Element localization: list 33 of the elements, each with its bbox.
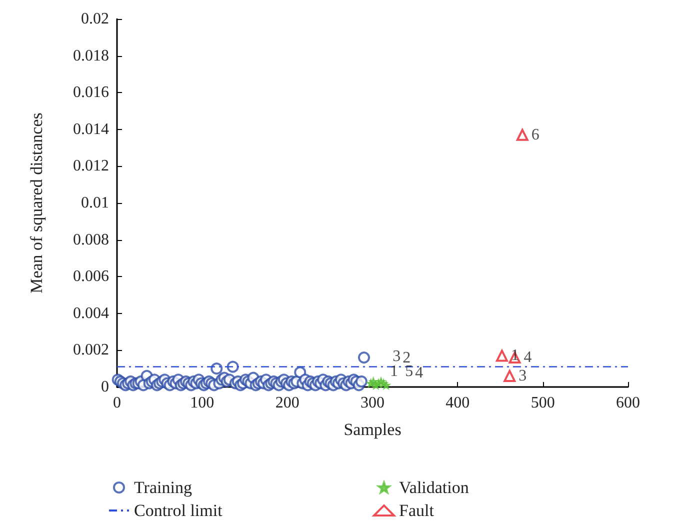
x-tick-label: 300 [360, 394, 384, 412]
y-tick-label: 0.01 [81, 194, 109, 212]
y-tick-label: 0.002 [73, 342, 109, 359]
legend-label: Training [134, 478, 192, 497]
x-tick-label: 200 [275, 394, 300, 412]
x-tick-label: 400 [446, 394, 470, 412]
y-tick-label: 0.008 [73, 231, 109, 248]
point [504, 370, 516, 382]
point [496, 350, 508, 362]
x-tick-label: 500 [530, 394, 555, 412]
annotation: 3 [518, 367, 527, 384]
annotation: 3 [392, 348, 401, 365]
y-tick-label: 0.02 [81, 10, 109, 28]
y-tick-label: 0.012 [73, 158, 109, 175]
x-tick-label: 100 [190, 394, 214, 412]
point [516, 128, 528, 141]
annotation: 4 [524, 349, 532, 366]
annotation: 6 [531, 126, 540, 144]
y-tick-label: 0.016 [73, 84, 109, 102]
y-tick-label: 0.006 [73, 268, 109, 286]
x-tick-label: 0 [113, 394, 121, 412]
x-axis-title: Samples [344, 420, 402, 439]
y-tick-label: 0.014 [73, 120, 109, 138]
x-tick-label: 600 [616, 394, 640, 412]
annotation: 4 [415, 364, 424, 382]
y-tick-label: 0.004 [73, 304, 109, 322]
legend-label: Control limit [134, 501, 223, 520]
annotation: 1 [390, 362, 398, 380]
y-tick-label: 0.018 [73, 47, 109, 64]
y-axis-title: Mean of squared distances [27, 112, 46, 294]
legend-label: Validation [399, 478, 470, 497]
legend-label: Fault [399, 501, 434, 520]
y-tick-label: 0 [101, 378, 109, 396]
